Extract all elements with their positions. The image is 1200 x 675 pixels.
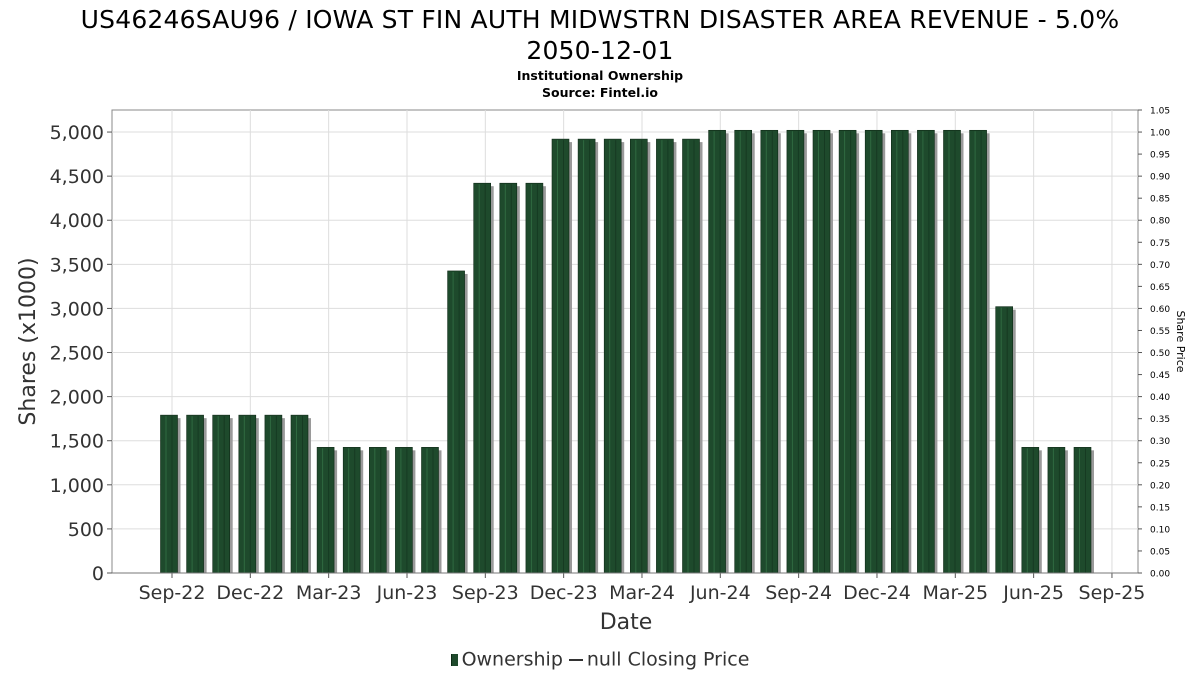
y2-tick-label: 0.20 <box>1150 481 1170 491</box>
y2-axis-title: Share Price <box>1174 310 1187 372</box>
ownership-bar <box>186 414 204 574</box>
y-tick-label: 1,500 <box>50 431 104 453</box>
y-tick-label: 2,500 <box>50 343 104 365</box>
ownership-bar <box>395 447 413 574</box>
ownership-bar <box>838 129 857 574</box>
y2-tick-label: 0.30 <box>1150 437 1170 447</box>
ownership-bar <box>551 138 570 574</box>
price-legend-label: null Closing Price <box>586 648 750 671</box>
ownership-bar <box>890 129 909 574</box>
y2-tick-label: 0.55 <box>1150 327 1170 337</box>
ownership-bar <box>342 447 361 574</box>
ownership-bar <box>525 182 544 574</box>
x-tick-label: Sep-25 <box>1079 582 1146 604</box>
x-tick-label: Jun-24 <box>689 582 751 604</box>
chart-source: Source: Fintel.io <box>542 85 658 100</box>
y-tick-label: 4,000 <box>50 210 104 232</box>
y2-tick-label: 0.45 <box>1150 371 1170 381</box>
price-legend-line <box>568 658 583 661</box>
ownership-bar <box>447 270 465 574</box>
ownership-bar <box>760 129 779 574</box>
x-tick-label: Sep-24 <box>765 582 832 604</box>
x-tick-label: Jun-23 <box>376 582 438 604</box>
ownership-bar <box>1021 447 1040 574</box>
y2-tick-label: 0.70 <box>1150 261 1170 271</box>
y-tick-label: 4,500 <box>50 166 104 188</box>
ownership-bar <box>708 129 726 574</box>
ownership-bar <box>943 129 961 574</box>
y2-tick-label: 0.05 <box>1150 547 1170 557</box>
ownership-legend-swatch <box>450 653 458 666</box>
y2-tick-label: 0.35 <box>1150 415 1170 425</box>
ownership-bar <box>212 414 230 574</box>
ownership-bar <box>812 129 831 574</box>
y2-tick-label: 0.75 <box>1150 239 1170 249</box>
ownership-bar <box>238 414 257 574</box>
y-tick-label: 2,000 <box>50 387 104 409</box>
ownership-bar <box>656 138 674 574</box>
ownership-bar <box>1073 447 1092 574</box>
y2-tick-label: 0.60 <box>1150 305 1170 315</box>
ownership-bar <box>160 414 178 574</box>
x-tick-label: Sep-22 <box>139 582 206 604</box>
y-tick-label: 5,000 <box>50 122 104 144</box>
x-tick-label: Dec-23 <box>530 582 598 604</box>
x-tick-label: Mar-25 <box>922 582 988 604</box>
chart-title-line1: US46246SAU96 / IOWA ST FIN AUTH MIDWSTRN… <box>80 5 1120 34</box>
ownership-bar <box>917 129 935 574</box>
ownership-bar <box>969 129 987 574</box>
ownership-bar <box>499 182 518 574</box>
y2-tick-label: 1.00 <box>1150 129 1170 139</box>
ownership-bar <box>290 414 309 574</box>
ownership-bar <box>473 182 492 574</box>
x-axis-title: Date <box>600 610 653 635</box>
chart-subtitle: Institutional Ownership <box>516 68 684 83</box>
y2-tick-label: 0.10 <box>1150 525 1170 535</box>
ownership-bar <box>603 138 622 574</box>
x-tick-label: Dec-22 <box>216 582 284 604</box>
y-tick-label: 1,000 <box>50 475 104 497</box>
ownership-bar <box>368 447 387 574</box>
y2-tick-label: 0.90 <box>1150 173 1170 183</box>
ownership-legend-label: Ownership <box>461 648 563 671</box>
x-tick-label: Sep-23 <box>452 582 519 604</box>
ownership-bar <box>995 306 1014 574</box>
y-tick-label: 3,500 <box>50 254 104 276</box>
y-tick-label: 3,000 <box>50 298 104 320</box>
y2-tick-label: 0.95 <box>1150 151 1170 161</box>
ownership-bar <box>1047 447 1066 574</box>
ownership-bar <box>786 129 805 574</box>
y2-tick-label: 0.25 <box>1150 459 1170 469</box>
ownership-bar <box>316 447 335 574</box>
ownership-bar <box>864 129 883 574</box>
ownership-bar <box>577 138 596 574</box>
y2-tick-label: 0.85 <box>1150 195 1170 205</box>
ownership-bar <box>264 414 283 574</box>
x-tick-label: Mar-23 <box>296 582 362 604</box>
y2-tick-label: 0.80 <box>1150 217 1170 227</box>
y-axis-title: Shares (x1000) <box>16 257 41 425</box>
y-tick-label: 500 <box>68 519 104 541</box>
x-tick-label: Jun-25 <box>1002 582 1064 604</box>
chart-legend: Ownership null Closing Price <box>0 648 1200 671</box>
ownership-bar <box>734 129 753 574</box>
ownership-bar <box>682 138 700 574</box>
y2-tick-label: 0.65 <box>1150 283 1170 293</box>
x-tick-label: Dec-24 <box>843 582 911 604</box>
y-tick-label: 0 <box>92 563 104 585</box>
chart-title-line2: 2050-12-01 <box>526 36 674 65</box>
y2-tick-label: 1.05 <box>1150 107 1170 117</box>
ownership-bar <box>421 447 439 574</box>
y2-tick-label: 0.00 <box>1150 570 1170 580</box>
y2-tick-label: 0.40 <box>1150 393 1170 403</box>
y2-tick-label: 0.15 <box>1150 503 1170 513</box>
y2-tick-label: 0.50 <box>1150 349 1170 359</box>
ownership-bar <box>629 138 648 574</box>
x-tick-label: Mar-24 <box>609 582 675 604</box>
